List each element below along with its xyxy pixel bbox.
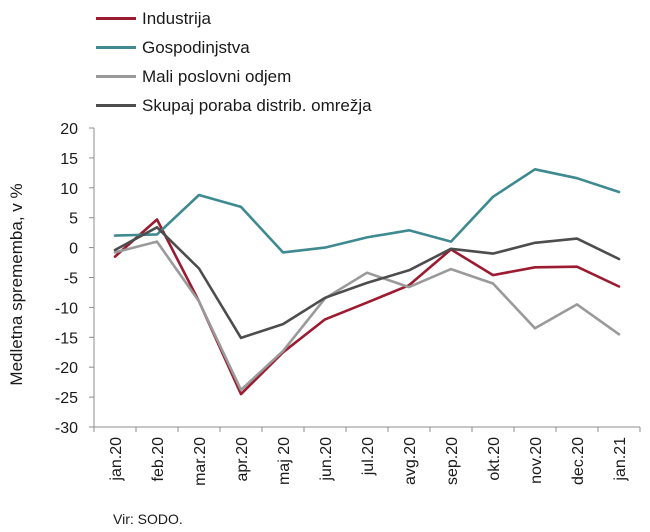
y-tick-label: 15: [60, 151, 78, 168]
series-line-4: [113, 226, 621, 340]
y-tick-label: 0: [69, 241, 78, 258]
chart-axes: [93, 128, 640, 428]
source-note: Vir: SODO.: [113, 511, 183, 527]
y-tick-label: 20: [60, 121, 78, 138]
series-line-2: [113, 168, 621, 254]
y-tick-label: -30: [55, 420, 78, 437]
x-tick-label: jun.20: [318, 437, 335, 482]
legend-swatch: [96, 46, 136, 49]
legend-label: Mali poslovni odjem: [142, 66, 292, 86]
legend-swatch: [96, 104, 136, 107]
x-tick-label: sep.20: [444, 437, 461, 485]
legend-label: Industrija: [142, 8, 211, 28]
x-tick-label: dec.20: [570, 437, 587, 485]
legend-label: Gospodinjstva: [142, 37, 250, 57]
legend-item: Industrija: [96, 4, 372, 33]
legend-item: Skupaj poraba distrib. omrežja: [96, 91, 372, 120]
y-tick-label: 5: [69, 211, 78, 228]
chart-legend: Industrija Gospodinjstva Mali poslovni odj…: [96, 4, 372, 120]
series-line-3: [113, 240, 621, 392]
y-axis-title: Medletna sprememba, v %: [7, 183, 26, 385]
legend-item: Gospodinjstva: [96, 33, 372, 62]
y-tick-label: -25: [55, 390, 78, 407]
x-axis-ticks: jan.20 feb.20 mar.20 apr.20 maj 20 jun.20 jul.…: [93, 427, 641, 486]
legend-swatch: [96, 75, 136, 78]
x-tick-label: maj 20: [276, 437, 293, 485]
legend-item: Mali poslovni odjem: [96, 62, 372, 91]
series-line-1: [113, 218, 621, 396]
x-tick-label: jul.20: [360, 437, 377, 476]
y-tick-label: -15: [55, 330, 78, 347]
x-tick-label: nov.20: [528, 437, 545, 484]
x-tick-label: jan.20: [108, 437, 125, 482]
x-tick-label: avg.20: [402, 437, 419, 485]
x-tick-label: feb.20: [150, 437, 167, 482]
y-tick-label: -20: [55, 360, 78, 377]
x-tick-label: okt.20: [486, 437, 503, 481]
legend-label: Skupaj poraba distrib. omrežja: [142, 95, 372, 115]
series-lines: [113, 168, 621, 396]
y-tick-label: 10: [60, 181, 78, 198]
x-tick-label: jan.21: [612, 437, 629, 482]
x-tick-label: mar.20: [192, 437, 209, 486]
y-tick-label: -5: [64, 271, 78, 288]
y-tick-label: -10: [55, 300, 78, 317]
y-axis-ticks: 20 15 10 5 0 -5 -10 -15 -20 -25 -30: [55, 121, 94, 437]
legend-swatch: [96, 17, 136, 20]
x-tick-label: apr.20: [234, 437, 251, 482]
